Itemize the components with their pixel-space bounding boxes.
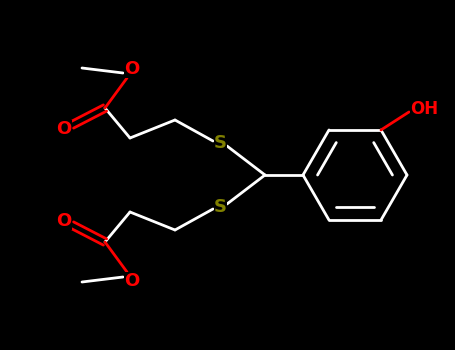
- Text: O: O: [124, 272, 140, 290]
- Text: OH: OH: [410, 100, 438, 118]
- Text: S: S: [213, 198, 227, 216]
- Text: S: S: [213, 134, 227, 152]
- Text: O: O: [56, 120, 71, 138]
- Text: O: O: [124, 60, 140, 78]
- Text: O: O: [56, 212, 71, 230]
